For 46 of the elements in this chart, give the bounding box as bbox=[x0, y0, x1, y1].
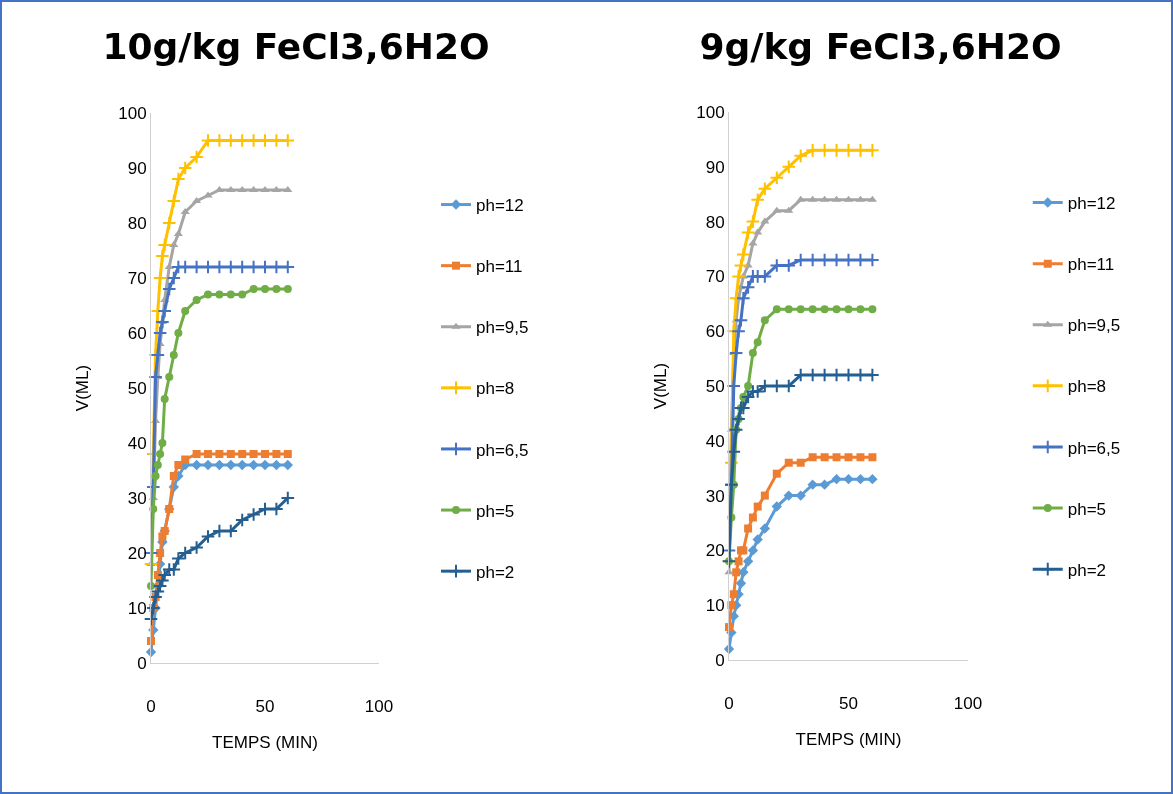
x-tick-label: 50 bbox=[255, 697, 275, 717]
y-axis-title: V(ML) bbox=[650, 362, 670, 410]
x-axis-title: TEMPS (MIN) bbox=[795, 729, 902, 749]
legend-label: ph=6,5 bbox=[1067, 438, 1121, 458]
chart-title: 10g/kg FeCl3,6H2O bbox=[102, 25, 490, 67]
x-tick-label: 100 bbox=[953, 694, 983, 714]
legend-label: ph=2 bbox=[476, 562, 515, 582]
y-tick-label: 20 bbox=[127, 543, 147, 563]
y-tick-label: 90 bbox=[127, 158, 147, 178]
legend-label: ph=5 bbox=[476, 501, 515, 521]
y-tick-label: 40 bbox=[127, 433, 147, 453]
y-tick-label: 90 bbox=[705, 157, 725, 177]
y-tick-label: 40 bbox=[705, 431, 725, 451]
legend-label: ph=11 bbox=[1067, 255, 1115, 275]
y-tick-label: 70 bbox=[127, 268, 147, 288]
y-tick-label: 0 bbox=[137, 653, 147, 673]
legend-label: ph=12 bbox=[476, 196, 524, 216]
y-axis-title: V(ML) bbox=[72, 364, 92, 412]
legend-label: ph=9,5 bbox=[1067, 316, 1121, 336]
x-axis-title: TEMPS (MIN) bbox=[212, 732, 318, 752]
legend-label: ph=6,5 bbox=[476, 440, 529, 460]
y-tick-label: 80 bbox=[705, 212, 725, 232]
y-tick-label: 50 bbox=[705, 376, 725, 396]
legend-label: ph=9,5 bbox=[476, 318, 529, 338]
y-tick-label: 50 bbox=[127, 378, 147, 398]
legend-label: ph=8 bbox=[476, 379, 515, 399]
x-tick-label: 50 bbox=[839, 694, 858, 714]
y-tick-label: 60 bbox=[127, 323, 147, 343]
y-tick-label: 60 bbox=[705, 322, 725, 342]
legend-label: ph=5 bbox=[1067, 499, 1107, 519]
x-tick-label: 100 bbox=[364, 697, 394, 717]
y-tick-label: 0 bbox=[715, 650, 725, 670]
y-tick-label: 10 bbox=[127, 598, 147, 618]
legend-label: ph=8 bbox=[1067, 377, 1107, 397]
legend-label: ph=11 bbox=[476, 257, 523, 277]
y-tick-label: 20 bbox=[705, 541, 725, 561]
chart-title: 9g/kg FeCl3,6H2O bbox=[699, 25, 1062, 67]
y-tick-label: 100 bbox=[118, 103, 147, 123]
y-tick-label: 30 bbox=[705, 486, 725, 506]
y-tick-label: 70 bbox=[705, 267, 725, 287]
legend-label: ph=12 bbox=[1067, 194, 1116, 214]
y-tick-label: 10 bbox=[705, 596, 725, 616]
y-tick-label: 30 bbox=[127, 488, 147, 508]
legend-label: ph=2 bbox=[1067, 560, 1107, 580]
y-tick-label: 100 bbox=[696, 102, 725, 122]
y-tick-label: 80 bbox=[127, 213, 147, 233]
